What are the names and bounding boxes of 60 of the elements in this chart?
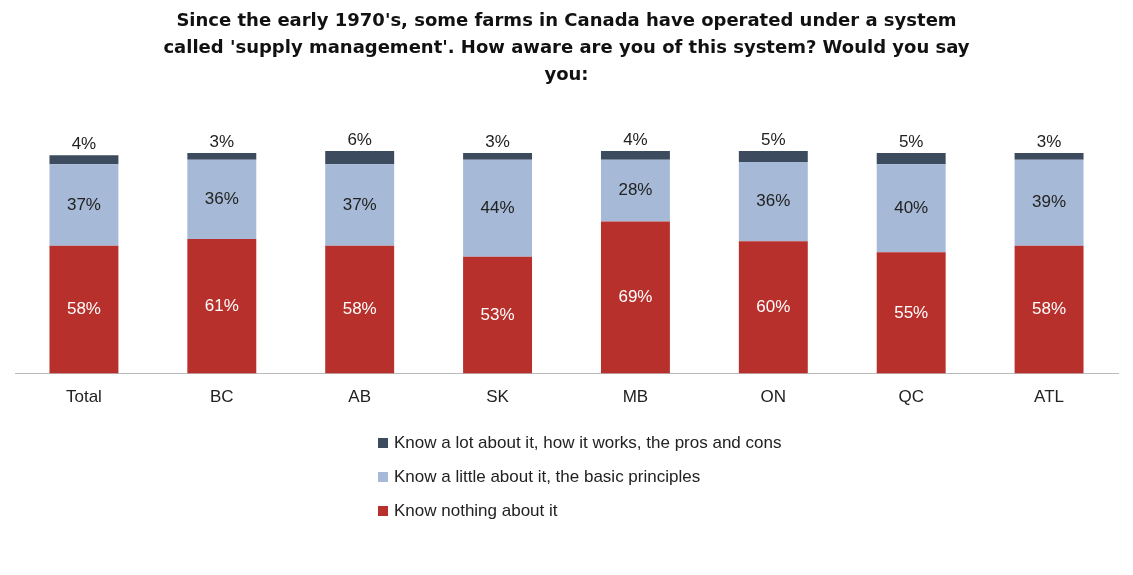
data-label: 3% [1036, 131, 1062, 151]
data-label: 36% [756, 191, 791, 211]
x-tick-label: Total [65, 387, 102, 407]
bar [1014, 153, 1084, 160]
bar [738, 150, 808, 162]
bar [600, 221, 670, 374]
bar [49, 164, 119, 246]
data-label: 5% [898, 131, 924, 151]
data-label: 53% [480, 304, 515, 324]
bar [49, 155, 119, 165]
bar [187, 159, 257, 240]
bar [325, 245, 395, 374]
legend-label: Know nothing about it [394, 501, 558, 521]
x-tick-label: MB [622, 387, 649, 407]
legend-label: Know a little about it, the basic principles [394, 467, 701, 487]
data-label: 40% [894, 197, 929, 217]
bar [876, 153, 946, 165]
bar [600, 150, 670, 160]
x-tick-label: QC [898, 387, 924, 407]
data-label: 61% [204, 296, 239, 316]
legend-label: Know a lot about it, how it works, the pros and cons [394, 433, 782, 453]
data-label: 36% [204, 189, 239, 209]
data-label: 37% [66, 194, 101, 214]
bar [463, 153, 533, 160]
x-tick-label: SK [486, 387, 510, 407]
bar [1014, 245, 1084, 374]
bar [49, 245, 119, 374]
data-label: 5% [761, 129, 786, 149]
x-tick-label: AB [348, 387, 372, 407]
bar [463, 159, 533, 257]
x-tick-label: ATL [1034, 387, 1065, 407]
data-label: 69% [618, 287, 653, 307]
x-tick-label: ON [760, 387, 787, 407]
data-label: 39% [1032, 192, 1067, 212]
data-label: 58% [66, 299, 101, 319]
data-label: 55% [894, 302, 929, 322]
data-label: 3% [209, 131, 235, 151]
data-label: 58% [1032, 299, 1067, 319]
bar [463, 256, 533, 374]
x-tick-label: BC [210, 387, 234, 407]
data-label: 4% [71, 133, 97, 153]
data-label: 4% [623, 129, 648, 149]
bar [738, 161, 808, 242]
data-label: 58% [342, 299, 377, 319]
data-label: 6% [347, 129, 372, 149]
bar [738, 241, 808, 374]
bar [187, 153, 257, 160]
data-label: 28% [618, 180, 653, 200]
bar [187, 239, 257, 374]
data-label: 44% [480, 197, 515, 217]
bar [600, 159, 670, 222]
data-label: 3% [485, 131, 510, 151]
data-label: 37% [342, 194, 377, 214]
bar [876, 164, 946, 253]
data-label: 60% [756, 297, 791, 317]
bar [1014, 159, 1084, 246]
bar [876, 252, 946, 374]
bar [325, 150, 395, 165]
chart-title: Since the early 1970's, some farms in Canada have operated under a system called 'supply management'. How aware are you of this system? Would you say you: [162, 8, 971, 86]
bar [325, 164, 395, 246]
